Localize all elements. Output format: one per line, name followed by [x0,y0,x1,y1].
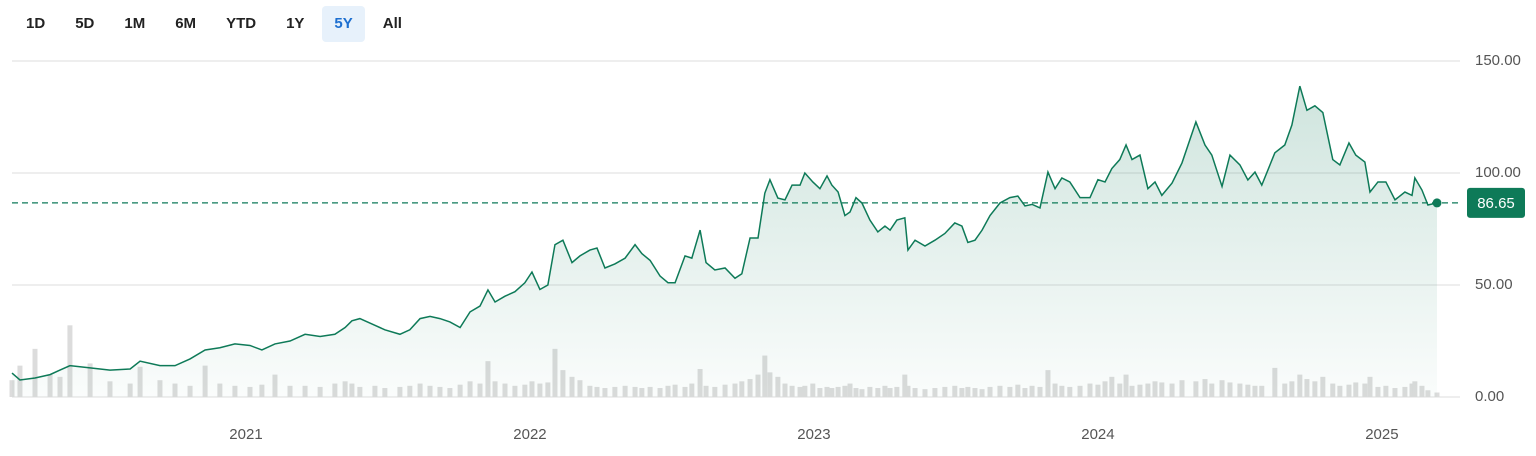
range-button[interactable]: 6M [175,15,197,32]
volume-bar [32,348,38,397]
last-price-label: 86.65 [1477,195,1515,212]
range-button[interactable]: 1D [26,15,46,32]
y-tick-label: 150.00 [1475,52,1521,69]
y-tick-label: 100.00 [1475,164,1521,181]
range-button[interactable]: 5Y [322,6,365,42]
y-tick-label: 0.00 [1475,388,1504,405]
last-price-dot [1432,198,1442,208]
x-tick-label: 2021 [229,426,262,443]
range-button[interactable]: 5D [75,15,95,32]
price-line [11,85,1438,381]
range-button[interactable]: All [382,15,402,32]
range-button[interactable]: 1M [124,15,146,32]
volume-bar [67,325,73,397]
x-tick-label: 2024 [1081,426,1114,443]
range-button[interactable]: YTD [226,15,257,32]
x-tick-label: 2025 [1365,426,1398,443]
x-tick-label: 2022 [513,426,546,443]
area [12,86,1437,397]
range-button[interactable]: 1Y [286,15,305,32]
y-tick-label: 50.00 [1475,276,1513,293]
last-price-badge [1467,187,1525,218]
range-buttons: 1D 5D 1M 6M YTD 1Y 5Y All [14,6,414,42]
x-tick-label: 2023 [797,426,830,443]
